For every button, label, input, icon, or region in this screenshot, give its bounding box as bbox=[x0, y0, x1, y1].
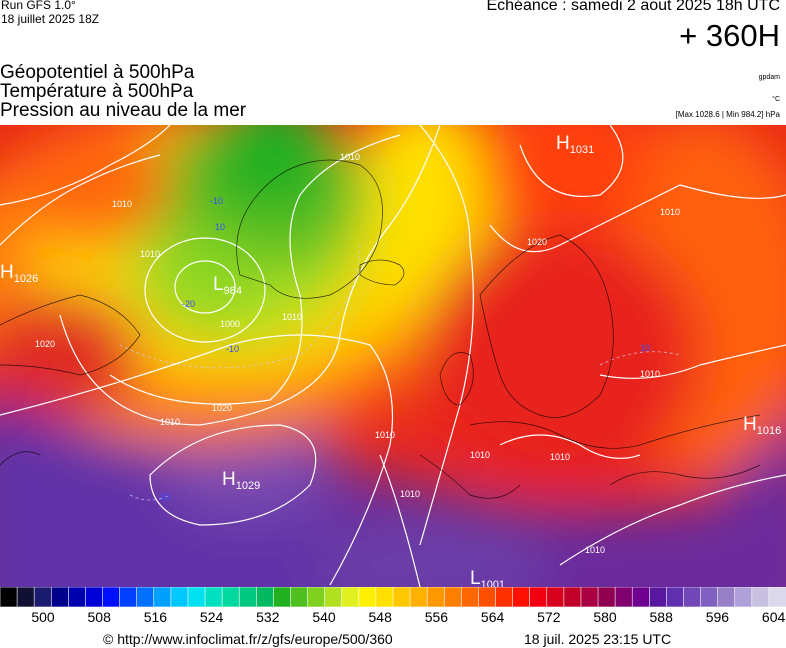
isobar-label: 1010 bbox=[585, 545, 605, 555]
scale-swatch bbox=[751, 587, 770, 607]
scale-swatch bbox=[563, 587, 582, 607]
scale-tick: 572 bbox=[537, 609, 561, 625]
run-date: 18 juillet 2025 18Z bbox=[1, 12, 100, 26]
isotherm-label: 10 bbox=[215, 222, 225, 232]
scale-swatch bbox=[426, 587, 446, 607]
scale-swatch bbox=[85, 587, 104, 607]
forecast-lead: + 360H bbox=[679, 18, 780, 53]
isobar-label: 1010 bbox=[340, 152, 360, 162]
scale-swatch bbox=[136, 587, 155, 607]
scale-swatch bbox=[358, 587, 377, 607]
scale-swatch bbox=[580, 587, 599, 607]
isotherm-label: -10 bbox=[226, 344, 239, 354]
scale-swatch bbox=[666, 587, 685, 607]
isobar-label: 1010 bbox=[140, 249, 160, 259]
isobar-label: 1020 bbox=[527, 237, 547, 247]
scale-swatch bbox=[495, 587, 514, 607]
scale-swatch bbox=[16, 587, 35, 607]
scale-swatch bbox=[255, 587, 275, 607]
scale-swatch bbox=[221, 587, 241, 607]
scale-tick: 516 bbox=[143, 609, 168, 625]
scale-swatch bbox=[0, 587, 18, 607]
scale-swatch bbox=[478, 587, 497, 607]
scale-swatch bbox=[614, 587, 634, 607]
scale-swatch bbox=[409, 587, 428, 607]
isobar-label: 1010 bbox=[660, 207, 680, 217]
scale-swatch bbox=[546, 587, 565, 607]
isobar-label: 1010 bbox=[400, 489, 420, 499]
isobar-label: 1020 bbox=[35, 339, 55, 349]
scale-swatch bbox=[683, 587, 702, 607]
isobar-label: 1010 bbox=[470, 450, 490, 460]
isotherm-label: 10 bbox=[160, 492, 170, 502]
scale-swatch bbox=[717, 587, 736, 607]
scale-swatch bbox=[102, 587, 121, 607]
scale-swatch bbox=[187, 587, 206, 607]
scale-swatch bbox=[119, 587, 138, 607]
scale-swatch bbox=[33, 587, 53, 607]
scale-tick-labels: 500 508 516 524 532 540 548 556 564 572 580 588 596 6… bbox=[0, 609, 786, 629]
scale-swatch bbox=[768, 587, 786, 607]
run-label: Run GFS 1.0° bbox=[1, 0, 76, 12]
scale-tick: 500 bbox=[31, 609, 55, 625]
isobar-label: 1010 bbox=[640, 369, 660, 379]
scale-swatch bbox=[375, 587, 394, 607]
scale-tick: 508 bbox=[87, 609, 111, 625]
scale-swatch bbox=[700, 587, 719, 607]
isotherm-label: -20 bbox=[182, 299, 195, 309]
scale-swatch bbox=[443, 587, 463, 607]
isobar-label: 1010 bbox=[550, 452, 570, 462]
parameter-temperature: Température à 500hPa bbox=[0, 81, 194, 102]
unit-label: °C bbox=[772, 96, 780, 103]
scale-swatch bbox=[68, 587, 87, 607]
scale-swatch bbox=[204, 587, 223, 607]
scale-swatch bbox=[341, 587, 360, 607]
color-scale bbox=[0, 587, 786, 607]
scale-swatch bbox=[170, 587, 189, 607]
max-min-pressure: [Max 1028.6 | Min 984.2] hPa bbox=[675, 110, 780, 119]
scale-swatch bbox=[153, 587, 172, 607]
isobar-label: 1010 bbox=[160, 417, 180, 427]
isobar-label: 1020 bbox=[212, 403, 232, 413]
isotherm-label: -10 bbox=[210, 196, 223, 206]
parameter-geopotential: Géopotentiel à 500hPa bbox=[0, 62, 195, 83]
scale-swatch bbox=[597, 587, 616, 607]
scale-swatch bbox=[734, 587, 753, 607]
scale-tick: 564 bbox=[480, 609, 505, 625]
scale-swatch bbox=[461, 587, 480, 607]
scale-tick: 556 bbox=[424, 609, 449, 625]
scale-tick: 540 bbox=[312, 609, 336, 625]
scale-swatch bbox=[238, 587, 258, 607]
scale-swatch bbox=[50, 587, 70, 607]
scale-swatch bbox=[648, 587, 668, 607]
scale-swatch bbox=[512, 587, 531, 607]
scale-swatch bbox=[307, 587, 326, 607]
scale-tick: 532 bbox=[256, 609, 280, 625]
credit-link[interactable]: © http://www.infoclimat.fr/z/gfs/europe/… bbox=[103, 631, 393, 647]
scale-swatch bbox=[290, 587, 309, 607]
scale-swatch bbox=[392, 587, 411, 607]
isobar-label: 1000 bbox=[220, 319, 240, 329]
scale-tick: 524 bbox=[199, 609, 224, 625]
isotherm-label: 10 bbox=[640, 343, 650, 353]
source-tag: gpdam bbox=[758, 74, 780, 81]
isobar-label: 1010 bbox=[112, 199, 132, 209]
isobar-label: 1010 bbox=[282, 312, 302, 322]
scale-tick: 548 bbox=[368, 609, 392, 625]
scale-tick: 588 bbox=[649, 609, 673, 625]
valid-time: Echéance : samedi 2 aout 2025 18h UTC bbox=[486, 0, 780, 14]
scale-tick: 596 bbox=[705, 609, 730, 625]
parameter-pressure: Pression au niveau de la mer bbox=[0, 100, 247, 121]
scale-swatch bbox=[324, 587, 343, 607]
scale-swatch bbox=[631, 587, 651, 607]
generation-date: 18 juil. 2025 23:15 UTC bbox=[524, 631, 672, 647]
scale-tick: 580 bbox=[593, 609, 617, 625]
isobar-label: 1010 bbox=[375, 430, 395, 440]
scale-swatch bbox=[273, 587, 292, 607]
scale-swatch bbox=[529, 587, 548, 607]
scale-tick: 604 bbox=[761, 609, 786, 625]
